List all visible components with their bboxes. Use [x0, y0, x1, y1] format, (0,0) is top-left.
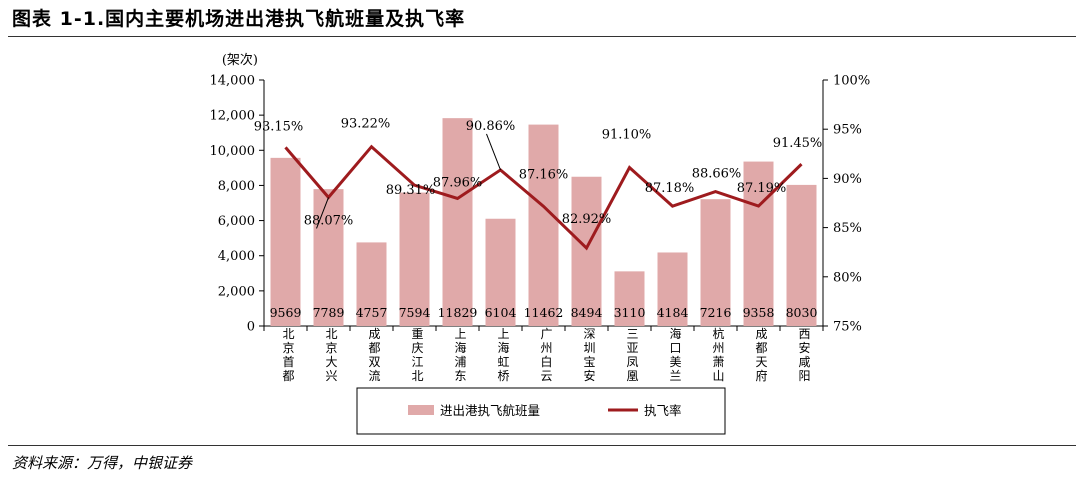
bar-value-label: 9358 — [743, 305, 775, 320]
category-label: 深圳宝安 — [583, 327, 595, 383]
line-value-label: 87.16% — [519, 167, 569, 182]
bar-value-label: 3110 — [614, 305, 646, 320]
bar-value-label: 11829 — [438, 305, 478, 320]
category-label: 广州白云 — [540, 327, 552, 383]
bar — [485, 218, 516, 326]
bar — [528, 124, 559, 326]
bar — [614, 271, 645, 326]
bar-value-label: 8494 — [571, 305, 603, 320]
bar-value-label: 9569 — [270, 305, 302, 320]
line-value-label: 91.45% — [773, 136, 823, 151]
legend-swatch-bar — [408, 405, 434, 415]
bar — [356, 242, 387, 326]
bar-value-label: 4757 — [356, 305, 388, 320]
category-label: 上海虹桥 — [497, 327, 509, 383]
bar — [442, 118, 473, 326]
bar-value-label: 8030 — [786, 305, 818, 320]
category-label: 重庆江北 — [411, 327, 423, 383]
left-axis-tick-label: 12,000 — [210, 109, 256, 124]
left-axis-tick-label: 4,000 — [218, 249, 255, 264]
bar — [571, 176, 602, 326]
category-label: 杭州萧山 — [712, 326, 724, 383]
category-labels: 北京首都 北京大兴 成都双流 重庆江北 上海浦东 上海虹桥 广州白云 深圳宝安 三亚凤凰 海口美兰… — [282, 326, 810, 383]
execution-rate-line — [284, 144, 803, 251]
legend-label-bar: 进出港执飞航班量 — [440, 403, 540, 418]
bar-series — [270, 118, 817, 326]
bar-value-label: 11462 — [524, 305, 564, 320]
category-label: 三亚凤凰 — [626, 327, 638, 383]
line-value-label: 88.07% — [304, 213, 354, 228]
left-axis-tick-label: 6,000 — [218, 214, 255, 229]
category-label: 海口美兰 — [669, 326, 681, 383]
footer-divider — [8, 445, 1076, 446]
category-label: 北京大兴 — [325, 327, 337, 383]
bar — [313, 189, 344, 326]
category-label: 成都双流 — [368, 327, 380, 383]
line-series — [284, 144, 803, 251]
chart-axes: 0 2,000 4,000 6,000 8,000 10,000 12,000 14,000 (… — [210, 52, 871, 335]
line-value-label: 88.66% — [692, 167, 742, 182]
bar-value-label: 6104 — [485, 305, 517, 320]
right-axis-tick-label: 80% — [833, 270, 862, 285]
bar-value-label: 7216 — [700, 305, 732, 320]
line-value-label: 89.31% — [386, 183, 436, 198]
left-axis-tick-label: 2,000 — [218, 284, 255, 299]
bar — [786, 184, 817, 326]
bar-value-label: 7789 — [313, 305, 345, 320]
legend-frame — [356, 387, 726, 435]
right-axis-tick-label: 100% — [833, 74, 870, 89]
bar-value-label: 4184 — [657, 305, 689, 320]
title-divider — [8, 36, 1076, 37]
source-note: 资料来源：万得，中银证券 — [12, 454, 193, 472]
bar — [743, 161, 774, 326]
line-value-label: 87.96% — [433, 175, 483, 190]
left-axis-tick-label: 14,000 — [210, 74, 256, 89]
line-value-label: 93.15% — [254, 119, 304, 134]
bar-line-combo-chart: 0 2,000 4,000 6,000 8,000 10,000 12,000 14,000 (… — [210, 52, 871, 435]
category-label: 成都天府 — [755, 327, 767, 383]
legend-label-line: 执飞率 — [644, 403, 682, 418]
label-leader-line — [486, 133, 501, 171]
line-value-label: 87.18% — [645, 181, 695, 196]
bar — [700, 199, 731, 326]
left-axis-unit: (架次) — [222, 52, 258, 68]
left-axis-tick-label: 10,000 — [210, 144, 256, 159]
category-label: 上海浦东 — [454, 327, 466, 383]
line-value-label: 90.86% — [466, 119, 516, 134]
line-value-label: 91.10% — [602, 128, 652, 143]
category-label: 西安咸阳 — [798, 327, 810, 383]
line-value-labels: 93.15% 88.07% 93.22% 89.31%87.96% 90.86% 87.1… — [254, 117, 823, 229]
left-axis-tick-label: 8,000 — [218, 179, 255, 194]
figure-title: 图表 1-1.国内主要机场进出港执飞航班量及执飞率 — [12, 8, 466, 30]
category-label: 北京首都 — [282, 327, 294, 383]
right-axis-tick-label: 90% — [833, 172, 862, 187]
right-axis-tick-label: 95% — [833, 123, 862, 138]
line-value-label: 87.19% — [737, 181, 787, 196]
legend: 进出港执飞航班量 执飞率 — [356, 387, 726, 435]
bar-value-label: 7594 — [399, 305, 431, 320]
right-axis-tick-label: 85% — [833, 221, 862, 236]
bar — [270, 157, 301, 326]
label-leader-line — [316, 197, 329, 229]
line-value-label: 82.92% — [562, 212, 612, 227]
line-value-label: 93.22% — [341, 117, 391, 132]
bar — [399, 192, 430, 326]
bar — [657, 252, 688, 326]
left-axis-tick-label: 0 — [247, 320, 255, 335]
right-axis-tick-label: 75% — [833, 320, 862, 335]
bar-value-labels: 9569 7789 4757 7594 11829 6104 11462 8494 3110 41… — [270, 305, 818, 320]
